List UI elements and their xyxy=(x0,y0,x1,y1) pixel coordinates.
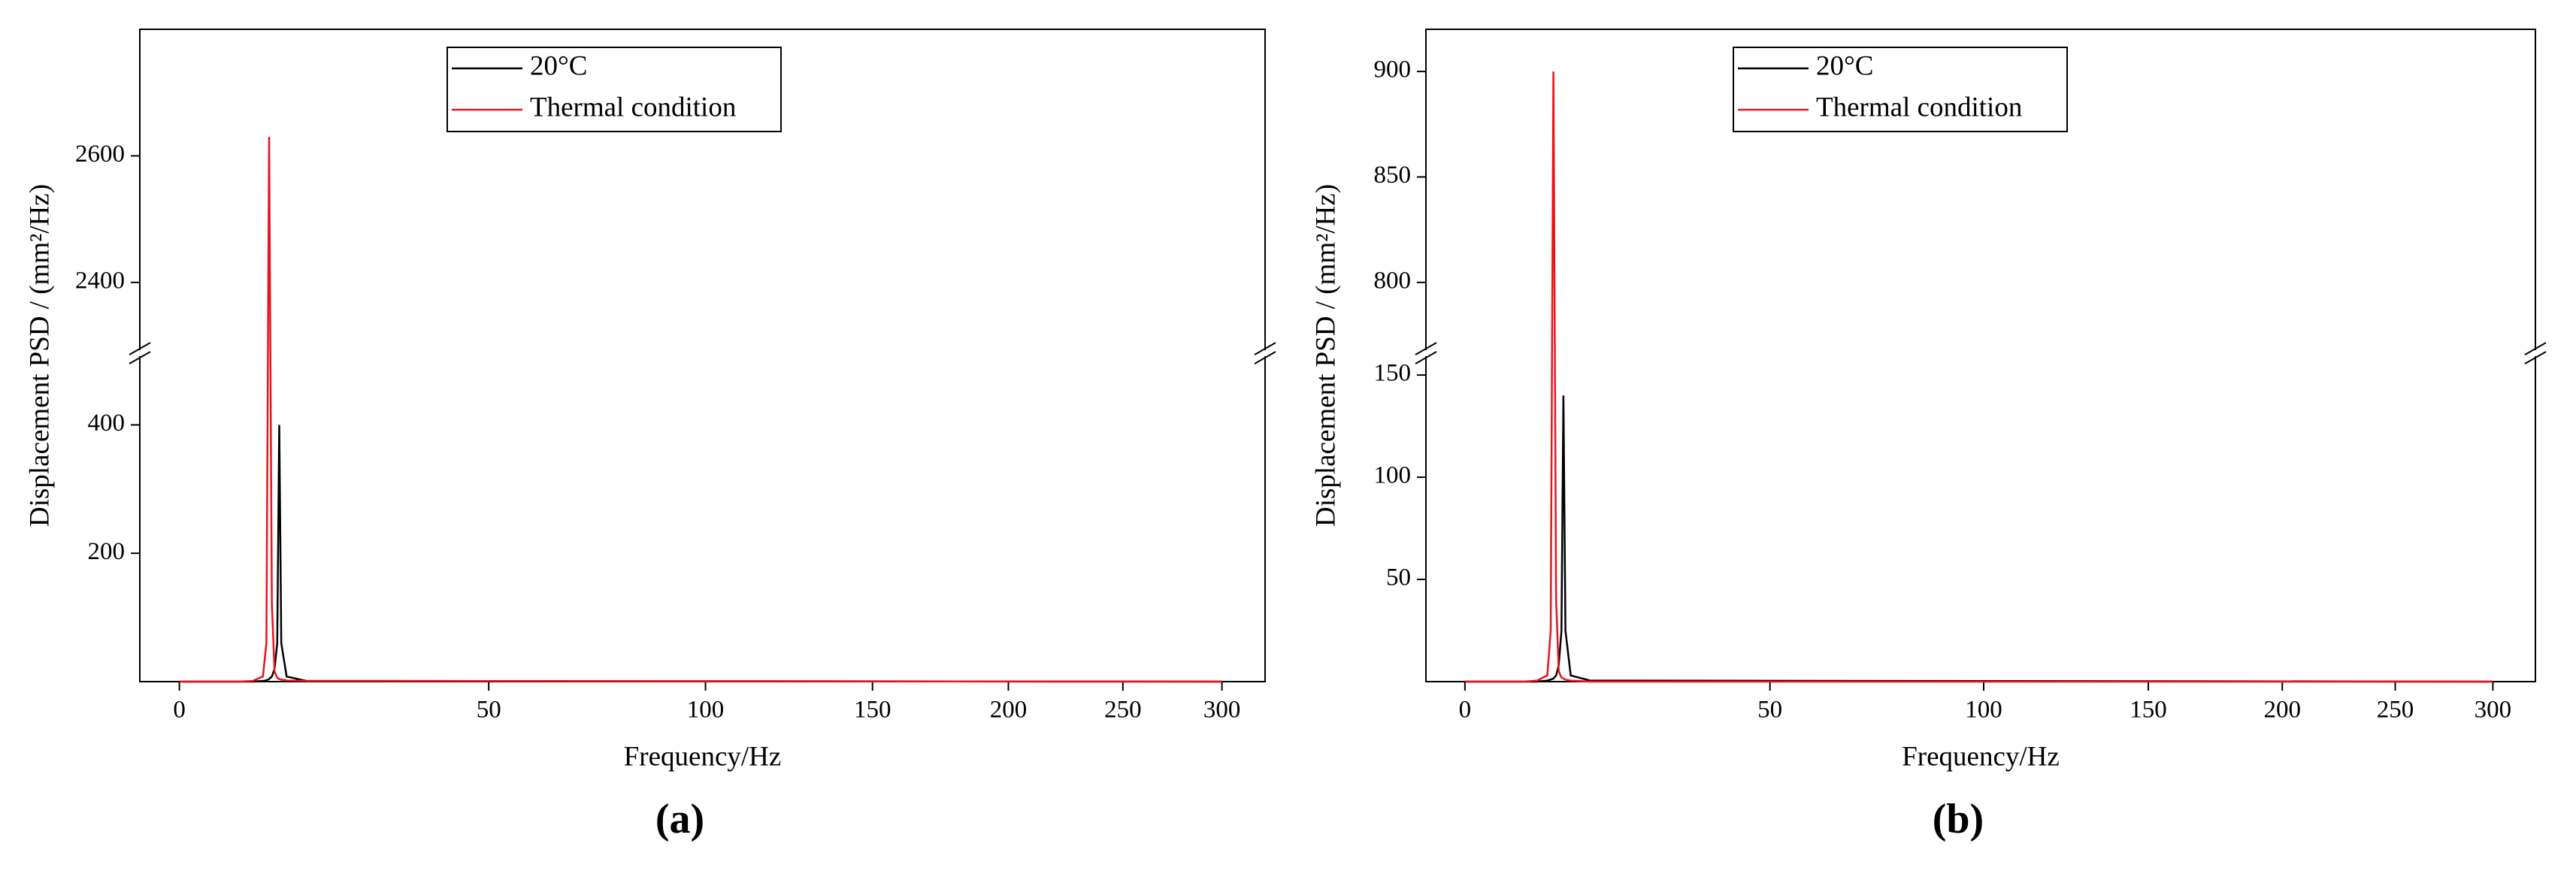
axis-break xyxy=(1415,342,1437,355)
axis-break xyxy=(129,351,151,364)
y-tick-label: 800 xyxy=(1374,267,1412,294)
x-tick-label: 200 xyxy=(2264,697,2302,724)
x-tick-label: 250 xyxy=(2377,697,2414,724)
legend-label: Thermal condition xyxy=(530,92,736,122)
axis-break xyxy=(129,342,151,355)
x-tick-label: 300 xyxy=(2475,697,2512,724)
y-tick-label: 200 xyxy=(88,538,126,565)
legend-label: 20°C xyxy=(530,50,587,81)
y-tick-label: 2400 xyxy=(75,267,125,294)
chart: 0 50 100 150 200 250 300 200 400 2400 2600 Frequenc… xyxy=(24,29,1276,842)
y-tick-label: 2600 xyxy=(75,141,125,168)
y-tick-label: 100 xyxy=(1374,462,1412,489)
x-axis-label: Frequency/Hz xyxy=(624,741,782,772)
x-tick-label: 0 xyxy=(173,697,186,724)
x-tick-label: 200 xyxy=(990,697,1028,724)
y-tick-label: 900 xyxy=(1374,56,1412,83)
series-line xyxy=(179,137,1222,683)
legend-label: Thermal condition xyxy=(1816,92,2022,122)
caption: (b) xyxy=(1933,796,1984,842)
chart: 0 50 100 150 200 250 300 50 100 150 800 850 900 Frequ… xyxy=(1310,29,2547,842)
axis-break xyxy=(2524,351,2547,364)
axis-break xyxy=(1254,351,1276,364)
series-line xyxy=(1464,71,2493,683)
series-line xyxy=(1464,395,2493,683)
x-tick-label: 50 xyxy=(477,697,501,724)
x-tick-label: 50 xyxy=(1757,697,1782,724)
legend-box xyxy=(1733,47,2068,132)
x-tick-label: 250 xyxy=(1104,697,1142,724)
x-tick-label: 300 xyxy=(1203,697,1241,724)
axis-break xyxy=(2524,342,2547,355)
y-tick-label: 400 xyxy=(88,410,126,437)
x-axis-label: Frequency/Hz xyxy=(1902,741,2060,772)
x-tick-label: 150 xyxy=(854,697,891,724)
x-tick-label: 100 xyxy=(1965,697,2002,724)
x-tick-label: 100 xyxy=(687,697,725,724)
caption: (a) xyxy=(655,796,704,842)
y-axis-label: Displacement PSD / (mm²/Hz) xyxy=(1310,184,1341,527)
axis-break xyxy=(1415,351,1437,364)
axis-break xyxy=(1254,342,1276,355)
series-line xyxy=(179,425,1222,683)
legend-box xyxy=(446,47,782,132)
y-tick-label: 850 xyxy=(1374,162,1412,189)
x-tick-label: 0 xyxy=(1459,697,1472,724)
y-tick-label: 150 xyxy=(1374,360,1412,387)
legend-label: 20°C xyxy=(1816,50,1873,81)
y-axis-label: Displacement PSD / (mm²/Hz) xyxy=(24,184,55,527)
x-tick-label: 150 xyxy=(2130,697,2167,724)
y-tick-label: 50 xyxy=(1386,564,1411,591)
